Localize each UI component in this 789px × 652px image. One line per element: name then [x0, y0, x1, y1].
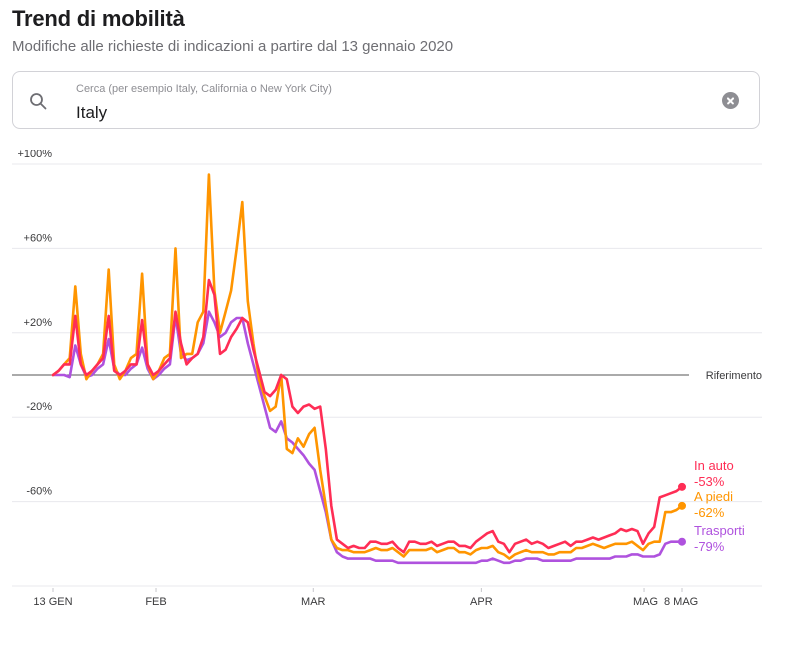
series-end-point [678, 501, 686, 510]
series-value-label: -79% [694, 539, 725, 554]
x-tick-label: FEB [145, 596, 166, 608]
series-name-label: In auto [694, 458, 734, 473]
series-value-label: -53% [694, 474, 725, 489]
search-placeholder: Cerca (per esempio Italy, California o N… [76, 83, 332, 95]
x-tick-label: MAR [301, 596, 326, 608]
baseline-label: Riferimento [706, 370, 762, 382]
y-tick-label: +60% [24, 232, 53, 244]
x-tick-label: 13 GEN [33, 596, 72, 608]
y-tick-label: +100% [17, 150, 52, 160]
y-tick-label: +20% [24, 317, 53, 329]
x-tick-label: MAG [633, 596, 658, 608]
series-name-label: Trasporti [694, 523, 745, 538]
series-name-label: A piedi [694, 489, 733, 504]
chart-grid: Riferimento [12, 163, 762, 587]
y-axis-ticks: +100% +60% +20% -20% -60% [17, 150, 52, 498]
clear-icon[interactable] [722, 92, 739, 109]
series-end-point [678, 482, 686, 491]
search-input[interactable] [76, 103, 676, 123]
series-line-in-auto [51, 278, 684, 554]
x-tick-label: 8 MAG [664, 596, 698, 608]
y-tick-label: -60% [26, 486, 52, 498]
x-axis-ticks: 13 GEN FEB MAR APR MAG 8 MAG [33, 588, 698, 608]
series-end-labels: In auto-53%A piedi-62% Trasporti-79% [694, 458, 745, 554]
search-icon [29, 92, 47, 110]
series-line-trasporti [51, 310, 684, 565]
series-end-point [678, 537, 686, 546]
page-subtitle: Modifiche alle richieste di indicazioni … [12, 38, 454, 55]
mobility-chart: Riferimento +100% +60% +20% -20% -60% 13 GEN… [12, 150, 762, 608]
search-box[interactable]: Cerca (per esempio Italy, California o N… [12, 71, 760, 129]
chart-lines [51, 173, 686, 565]
series-value-label: -62% [694, 505, 725, 520]
x-tick-label: APR [470, 596, 493, 608]
y-tick-label: -20% [26, 401, 52, 413]
page-title: Trend di mobilità [12, 6, 185, 31]
